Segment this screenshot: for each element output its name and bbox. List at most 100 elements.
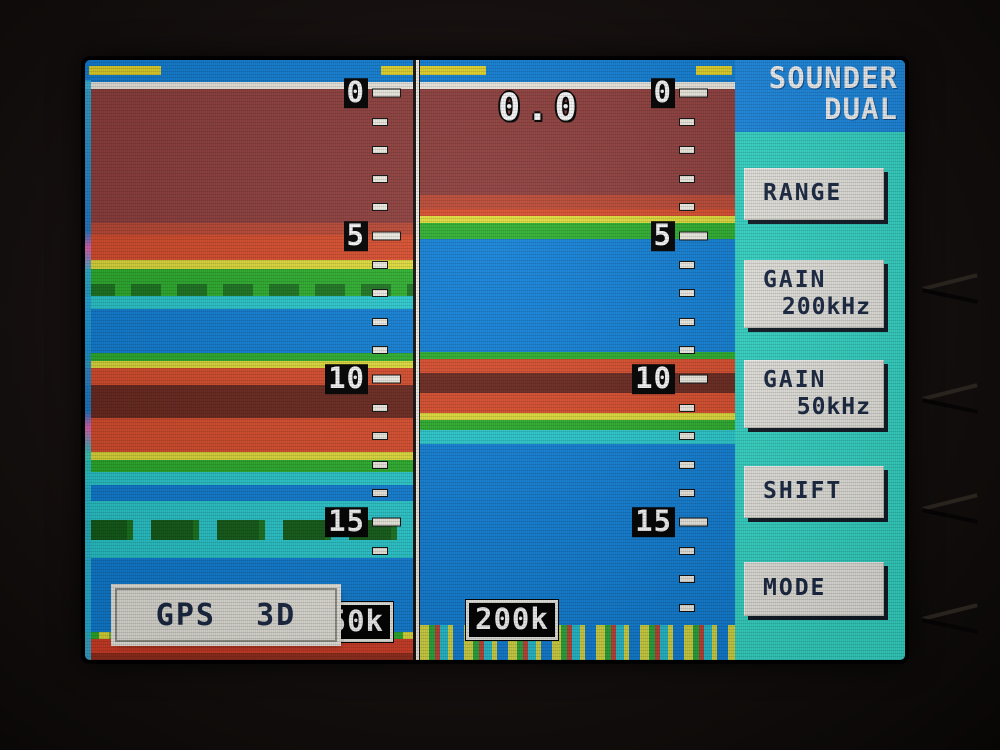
screen-edge-artifact — [85, 80, 91, 660]
echo-band — [85, 485, 413, 501]
depth-tick — [679, 346, 695, 355]
freq-badge-200k: 200k — [465, 599, 559, 641]
range-button-label: RANGE — [763, 180, 843, 207]
depth-label: 5 — [343, 221, 368, 251]
depth-tick — [679, 517, 708, 527]
depth-tick — [679, 460, 695, 469]
gain-50khz-button-label: GAIN — [763, 367, 827, 393]
mode-button-label: MODE — [763, 575, 827, 602]
echo-band — [420, 195, 735, 209]
depth-tick — [679, 146, 695, 155]
range-button[interactable]: RANGE — [744, 168, 884, 220]
depth-tick — [372, 546, 388, 555]
mode-title-line2: DUAL — [824, 91, 898, 126]
depth-tick — [679, 88, 708, 98]
echo-band — [85, 639, 413, 653]
echo-band — [420, 430, 735, 444]
gps-status-label: GPS 3D — [155, 597, 297, 633]
freq-badge-50k: 50k — [318, 601, 395, 643]
echo-band — [420, 209, 735, 216]
gain-200khz-button-sublabel: 200kHz — [781, 294, 871, 321]
depth-tick — [679, 231, 708, 241]
echo-band — [85, 460, 413, 472]
echo-band — [420, 216, 735, 223]
depth-label: 15 — [632, 507, 675, 537]
gain-200khz-button[interactable]: GAIN 200kHz — [744, 260, 884, 328]
depth-tick — [679, 174, 695, 183]
depth-readout: 0.0 — [498, 86, 583, 129]
depth-tick — [372, 374, 401, 384]
mode-button[interactable]: MODE — [744, 562, 884, 616]
depth-tick — [372, 346, 388, 355]
topstrip-band — [420, 60, 735, 82]
depth-tick — [679, 203, 695, 212]
depth-label: 10 — [632, 364, 675, 394]
echo-band — [420, 393, 735, 413]
depth-tick — [372, 88, 401, 98]
echo-band — [85, 260, 413, 269]
echo-band — [85, 547, 413, 558]
echo-band — [85, 361, 413, 368]
depth-label: 5 — [650, 221, 675, 251]
echo-band — [85, 89, 413, 223]
bezel-grip-notch — [922, 608, 974, 634]
topstrip-band — [85, 60, 413, 82]
gain-50khz-button-sublabel: 50kHz — [796, 394, 871, 421]
menu-sidebar: SOUNDER DUAL RANGE GAIN 200kHz GAIN 50kH… — [735, 60, 905, 660]
echo-band — [420, 420, 735, 430]
shift-button-label: SHIFT — [763, 478, 843, 505]
depth-tick — [679, 432, 695, 441]
echo-band — [420, 413, 735, 420]
depth-tick — [372, 317, 388, 326]
depth-tick — [679, 489, 695, 498]
depth-tick — [679, 603, 695, 612]
depth-tick — [679, 575, 695, 584]
depth-tick — [372, 460, 388, 469]
echo-band — [85, 296, 413, 309]
echo-band — [85, 452, 413, 460]
depth-label: 10 — [325, 364, 368, 394]
depth-tick — [372, 260, 388, 269]
sonar-panel-50khz: 0 5 10 15 GPS 3D 50k — [85, 60, 413, 660]
depth-tick — [679, 117, 695, 126]
depth-tick — [679, 289, 695, 298]
surface-band — [420, 82, 735, 89]
mode-title-line1: SOUNDER — [768, 61, 898, 95]
mode-title: SOUNDER DUAL — [735, 60, 905, 132]
shift-button[interactable]: SHIFT — [744, 466, 884, 518]
panel-divider — [413, 60, 420, 660]
gps-status-box: GPS 3D — [115, 588, 337, 642]
sonar-panel-200khz: 0.0 0 5 10 15 200k — [420, 60, 735, 660]
depth-label: 15 — [325, 507, 368, 537]
gain-50khz-button[interactable]: GAIN 50kHz — [744, 360, 884, 428]
echo-band — [85, 353, 413, 361]
surface-band — [85, 82, 413, 89]
depth-label: 0 — [650, 78, 675, 108]
depth-tick — [372, 432, 388, 441]
echo-band — [420, 444, 735, 625]
depth-tick — [372, 203, 388, 212]
surface-mark — [89, 66, 161, 75]
echo-band — [85, 309, 413, 353]
echo-band — [85, 269, 413, 284]
bezel-grip-notch — [922, 278, 974, 304]
echo-band — [85, 223, 413, 235]
depth-tick — [679, 546, 695, 555]
depth-tick — [679, 317, 695, 326]
depth-tick — [372, 289, 388, 298]
sounder-screen: 0 5 10 15 GPS 3D 50k 0.0 0 5 10 15 200k SOUNDE… — [85, 60, 905, 660]
depth-tick — [679, 374, 708, 384]
surface-mark — [381, 66, 413, 75]
bezel-grip-notch — [922, 388, 974, 414]
depth-tick — [372, 517, 401, 527]
depth-label: 0 — [343, 78, 368, 108]
depth-tick — [679, 260, 695, 269]
depth-tick — [372, 489, 388, 498]
gain-200khz-button-label: GAIN — [763, 267, 827, 293]
depth-tick — [372, 146, 388, 155]
echo-band — [85, 653, 413, 660]
echo-bands-50khz — [85, 60, 413, 660]
echo-band — [85, 418, 413, 452]
bezel-grip-notch — [922, 498, 974, 524]
